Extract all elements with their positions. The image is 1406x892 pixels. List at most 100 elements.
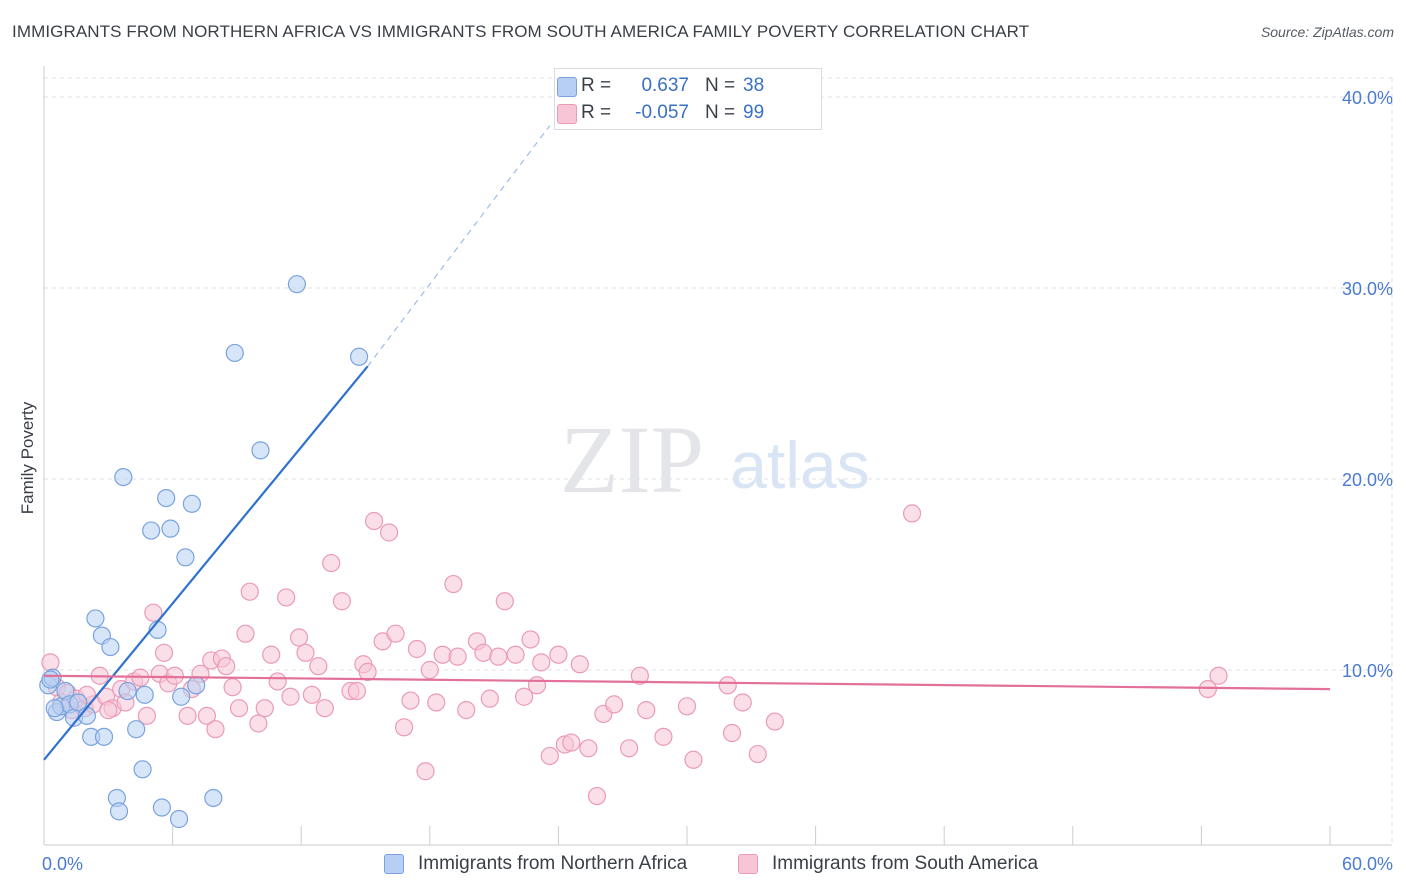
data-point [1198, 679, 1217, 699]
data-point [420, 660, 439, 680]
data-point [268, 672, 287, 691]
legend-label: Immigrants from South America [772, 853, 1039, 874]
data-point [154, 643, 174, 662]
r-value: -0.057 [635, 102, 689, 123]
r-label: R = [581, 102, 612, 123]
data-point [144, 603, 163, 622]
data-point [527, 676, 547, 695]
data-point [287, 275, 307, 294]
data-point [416, 762, 435, 781]
series-south-america-points [41, 504, 1228, 806]
trend-lines [43, 125, 1331, 761]
data-point [133, 760, 152, 779]
data-point [495, 592, 514, 611]
trend-line-south-america [43, 674, 1331, 691]
r-value: 0.637 [641, 75, 689, 96]
data-point [118, 681, 137, 701]
data-point [506, 645, 525, 664]
data-point [309, 657, 328, 676]
data-point [448, 647, 467, 666]
data-point [521, 630, 540, 649]
data-point [902, 504, 922, 523]
data-point [182, 494, 201, 513]
data-point [364, 511, 384, 531]
data-point [206, 720, 225, 739]
data-point [540, 746, 559, 766]
data-point [620, 739, 639, 758]
data-point [229, 699, 249, 718]
data-point [187, 676, 206, 695]
x-tick-labels: 0.0% 60.0% [42, 854, 1393, 874]
data-point [69, 693, 88, 712]
source-label: Source: ZipAtlas.com [1260, 24, 1394, 40]
data-point [114, 467, 133, 487]
data-point [1209, 666, 1228, 685]
data-point [296, 643, 315, 662]
data-point [349, 347, 369, 366]
data-point [101, 637, 120, 657]
n-label: N = [705, 75, 736, 96]
data-point [45, 699, 64, 718]
data-point [137, 706, 156, 725]
trend-line-northern-africa [43, 365, 369, 761]
data-point [474, 643, 493, 662]
data-point [176, 548, 195, 567]
data-point [562, 733, 581, 752]
data-point [289, 628, 309, 647]
data-point [169, 809, 189, 829]
data-point [587, 786, 607, 806]
data-point [457, 701, 476, 720]
data-point [515, 687, 534, 706]
data-point [178, 706, 197, 725]
data-point [197, 706, 216, 725]
watermark-zip: ZIP [560, 406, 704, 513]
data-point [135, 685, 154, 704]
data-point [99, 701, 118, 720]
data-point [549, 645, 568, 664]
data-point [733, 693, 752, 712]
grid-lines [44, 77, 1393, 845]
data-point [407, 639, 427, 659]
data-point [401, 691, 420, 710]
data-point [277, 588, 296, 607]
data-point [315, 699, 334, 718]
x-tick-label: 0.0% [42, 854, 83, 874]
data-point [240, 582, 259, 601]
data-point [379, 523, 399, 542]
data-point [579, 739, 598, 758]
data-point [161, 519, 180, 538]
y-tick-label: 10.0% [1342, 661, 1393, 681]
data-point [637, 701, 656, 720]
data-point [157, 489, 176, 508]
data-point [281, 687, 300, 706]
legend-item-northern-africa: Immigrants from Northern Africa [384, 851, 687, 877]
data-point [225, 343, 244, 363]
data-point [302, 685, 322, 704]
data-point [142, 521, 161, 540]
r-label: R = [581, 75, 612, 96]
data-point [358, 662, 377, 682]
y-tick-label: 20.0% [1342, 470, 1393, 490]
legend-swatch-pink [557, 104, 577, 124]
data-point [332, 592, 352, 611]
data-point [630, 666, 649, 685]
data-point [347, 681, 367, 701]
n-label: N = [705, 102, 736, 123]
data-point [251, 441, 270, 460]
data-point [489, 647, 508, 666]
data-point [748, 744, 767, 764]
data-point [322, 553, 341, 573]
data-point [677, 697, 697, 716]
data-point [255, 699, 274, 718]
data-point [386, 624, 405, 643]
data-point [444, 574, 463, 594]
legend-swatch-blue [384, 854, 404, 874]
axes [43, 66, 1392, 846]
n-value: 38 [743, 75, 765, 96]
data-point [684, 750, 703, 769]
legend-row-northern-africa: R = 0.637 N = 38 [557, 74, 765, 98]
legend-row-south-america: R = -0.057 N = 99 [557, 101, 764, 125]
watermark: ZIP atlas [560, 406, 870, 513]
data-point [249, 714, 268, 733]
